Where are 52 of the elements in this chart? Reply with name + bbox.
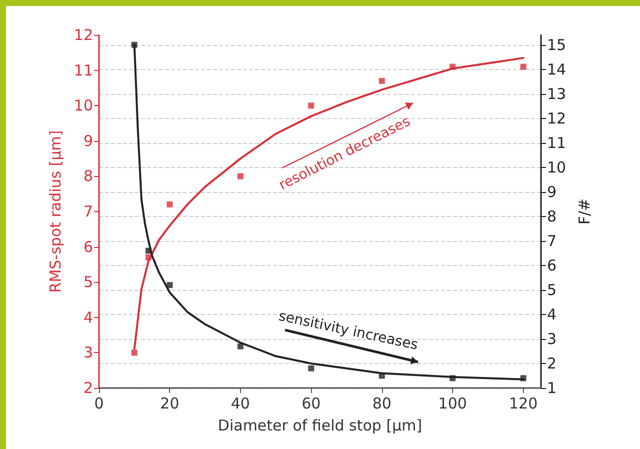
point [166,282,173,288]
y2-tick-label: 1 [547,379,557,397]
x-tick-label: 120 [509,394,538,412]
point [520,64,526,70]
point [146,254,152,260]
point [237,173,244,180]
y-tick-label: 12 [74,26,93,44]
x-tick-label: 60 [302,394,321,412]
x-tick-label: 80 [372,394,392,412]
x-tick-label: 100 [438,394,467,412]
y2-tick-label: 5 [547,280,557,299]
y-tick-label: 11 [74,61,93,80]
x-axis-title: Diameter of field stop [µm] [218,416,422,434]
y2-tick-label: 10 [547,158,566,176]
annotation: sensitivity increases [277,308,420,354]
y-tick-label: 5 [83,273,93,292]
x-tick-label: 20 [160,394,180,412]
point [308,102,314,109]
point [520,375,526,382]
y2-tick-label: 4 [547,305,557,324]
y2-tick-label: 3 [547,330,557,348]
y-tick-label: 8 [83,167,93,186]
x-tick-label: 0 [94,394,104,412]
y-tick-label: 9 [83,132,93,150]
y-tick-label: 3 [83,344,93,362]
y2-tick-label: 6 [547,256,557,274]
y2-tick-label: 12 [547,109,566,128]
y2-axis-title: F/# [575,198,594,225]
y2-tick-label: 8 [547,207,557,226]
point [131,42,138,48]
point [450,64,456,70]
y-tick-label: 6 [83,238,93,256]
y2-tick-label: 7 [547,232,557,250]
y-axis-title: RMS-spot radius [µm] [46,130,64,293]
point [131,350,138,356]
y-tick-label: 4 [83,308,93,326]
y-tick-label: 7 [83,202,93,220]
x-tick-label: 40 [230,394,250,412]
point [450,375,456,382]
point [378,78,385,84]
y-tick-label: 2 [83,379,93,397]
y2-tick-label: 13 [547,84,566,103]
point [146,248,152,254]
point [237,343,244,350]
y-tick-label: 10 [74,96,93,115]
point [166,201,173,208]
y2-tick-label: 9 [547,182,557,201]
point [308,365,314,372]
y2-tick-label: 14 [547,60,566,78]
y2-tick-label: 15 [547,36,566,54]
y2-tick-label: 2 [547,354,557,372]
y2-tick-label: 11 [547,134,566,152]
